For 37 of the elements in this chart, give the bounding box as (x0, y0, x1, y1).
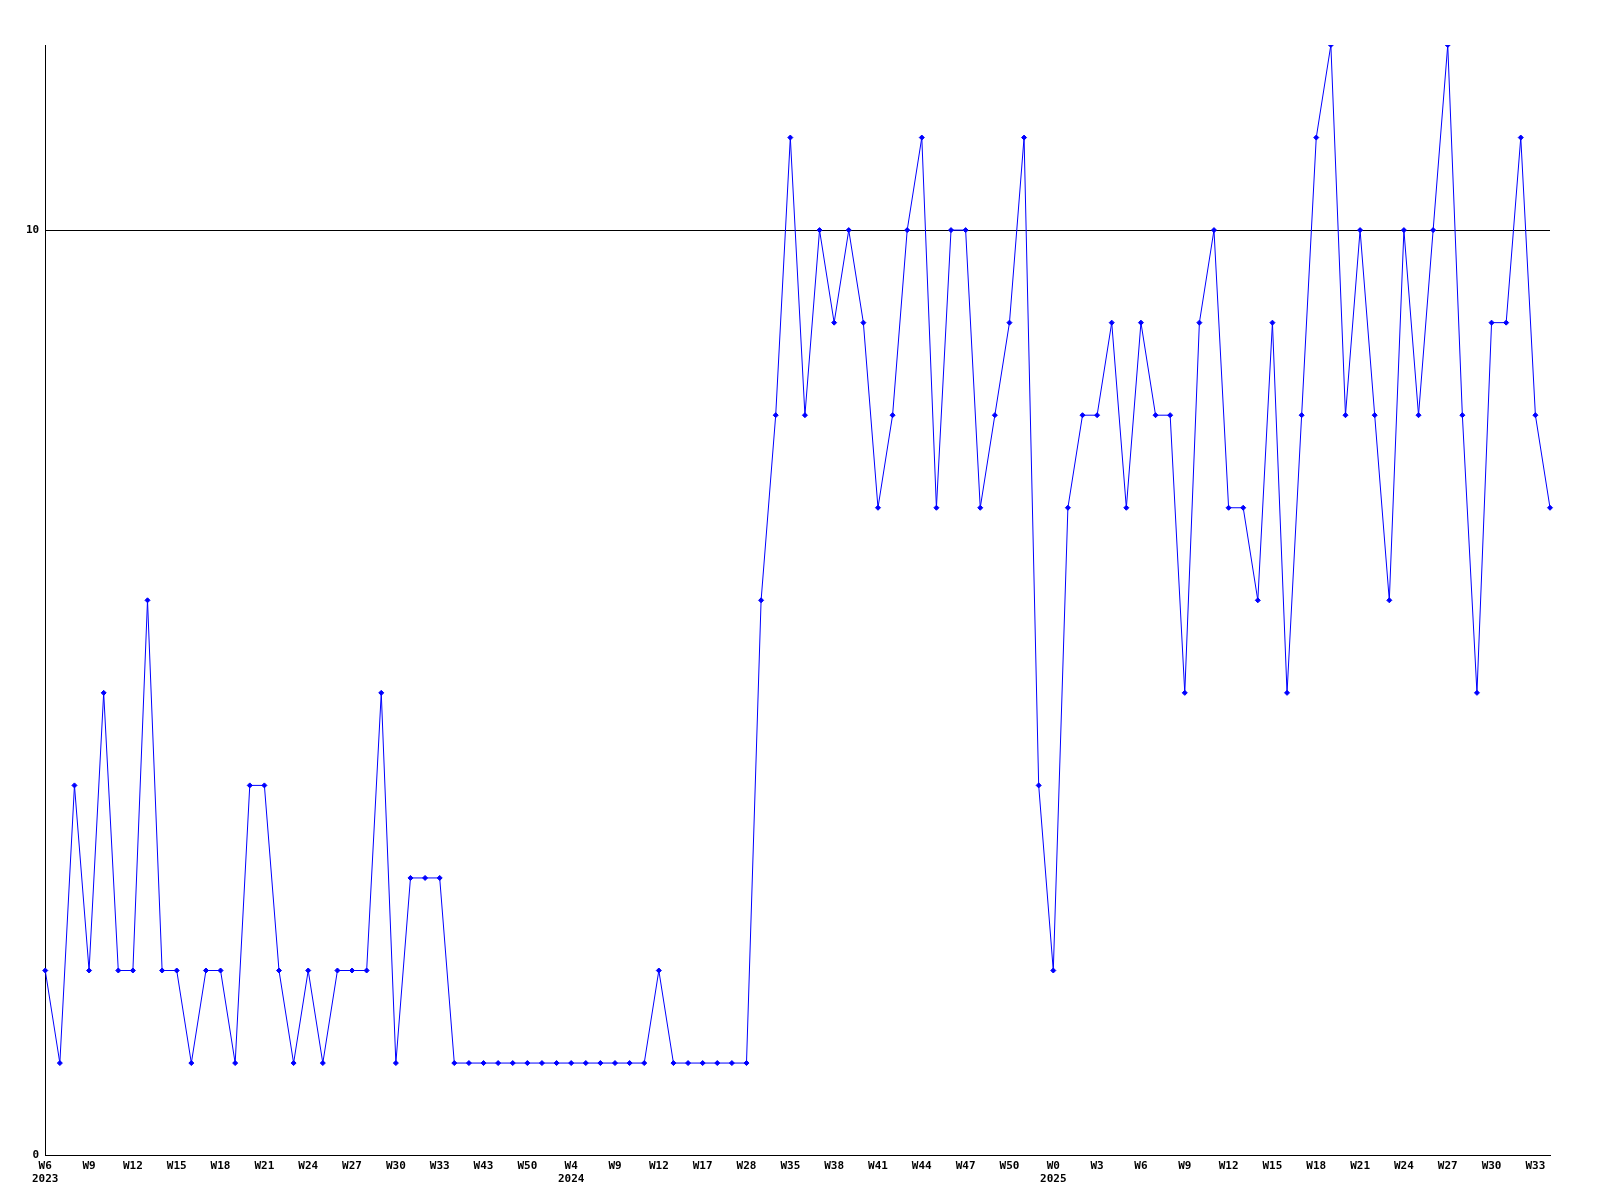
x-tick-label: W33 (429, 1159, 450, 1173)
x-tick-label: W21 (254, 1159, 275, 1173)
x-tick-label: W0 2025 (1040, 1159, 1067, 1186)
x-tick-label: W24 (1393, 1159, 1415, 1173)
x-tick-label: W38 (824, 1159, 845, 1173)
x-tick-label: W50 (517, 1159, 538, 1173)
x-tick-label: W9 (82, 1159, 96, 1173)
x-tick-label: W35 (780, 1159, 801, 1173)
x-tick-label: W24 (298, 1159, 319, 1173)
x-tick-label: W18 (210, 1159, 231, 1173)
x-tick-label: W18 (1306, 1159, 1327, 1173)
x-tick-label: W33 (1525, 1159, 1546, 1173)
x-tick-label: W27 (1437, 1159, 1458, 1173)
x-tick-label: W28 (736, 1159, 757, 1173)
x-tick-label: W21 (1350, 1159, 1371, 1173)
x-tick-label: W27 (342, 1159, 362, 1173)
x-tick-label: W30 (1481, 1159, 1502, 1173)
x-tick-label: W47 (955, 1159, 976, 1173)
x-tick-label: W12 (1218, 1159, 1239, 1173)
x-tick-label: W12 (122, 1159, 143, 1173)
y-tick-label: 0 (32, 1148, 40, 1162)
x-tick-label: W17 (692, 1159, 713, 1173)
x-tick-label: W6 2023 (32, 1159, 59, 1186)
x-tick-label: W15 (166, 1159, 187, 1173)
x-tick-label: W3 (1090, 1159, 1104, 1173)
x-tick-label: W6 (1134, 1159, 1148, 1173)
x-tick-label: W4 2024 (557, 1159, 585, 1186)
x-tick-label: W43 (473, 1159, 494, 1173)
x-tick-label: W15 (1262, 1159, 1283, 1173)
x-tick-label: W44 (911, 1159, 933, 1173)
x-tick-label: W30 (385, 1159, 406, 1173)
x-tick-label: W41 (868, 1159, 889, 1173)
y-tick-label: 10 (26, 222, 40, 236)
x-tick-label: W9 (608, 1159, 622, 1173)
x-tick-label: W12 (648, 1159, 669, 1173)
x-tick-label: W9 (1178, 1159, 1192, 1173)
x-tick-label: W50 (999, 1159, 1020, 1173)
